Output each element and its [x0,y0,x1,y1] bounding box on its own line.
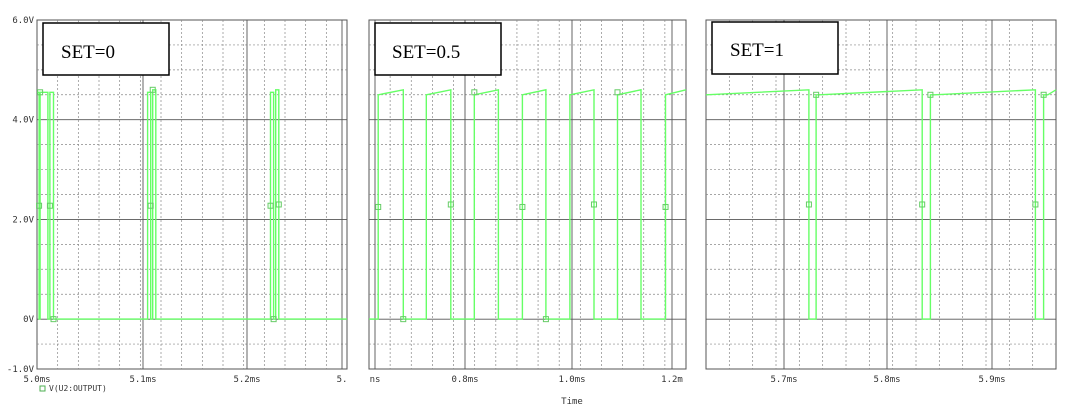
series-marker [267,202,274,209]
x-tick-label: 1.0ms [558,375,585,385]
y-tick-labels: 6.0V 4.0V 2.0V 0V -1.0V [7,16,35,375]
x-axis-label: Time [561,397,583,407]
plot-area [36,19,348,370]
x-tick-label: 5.0ms [23,375,50,385]
series-marker [275,201,282,208]
series-marker [149,86,156,93]
plot-area [705,19,1057,370]
y-tick-label: 2.0V [12,215,34,225]
series-marker [590,201,597,208]
series-line [37,89,347,320]
annotation-label: SET=0 [61,42,115,63]
x-tick-labels: ns 0.8ms 1.0ms 1.2m [370,375,683,385]
series-group [36,86,347,323]
y-tick-label: 0V [23,315,34,325]
x-tick-label: 1.2m [661,375,683,385]
chart-panel-set-1: 5.7ms 5.8ms 5.9ms SET=1 [705,19,1057,385]
series-marker [270,316,277,323]
series-marker [542,316,549,323]
series-marker [1032,201,1039,208]
series-marker [919,201,926,208]
series-marker [375,203,382,210]
series-group [369,88,687,323]
x-tick-label: 5.1ms [129,375,156,385]
series-marker [46,202,53,209]
series-marker [147,202,154,209]
x-tick-label: ns [370,375,381,385]
y-tick-label: -1.0V [7,365,35,375]
series-line [705,89,1057,320]
series-marker [927,91,934,98]
x-tick-label: 5.9ms [978,375,1005,385]
series-marker [805,201,812,208]
legend-label: V(U2:OUTPUT) [49,384,107,393]
series-marker [36,202,43,209]
series-marker [471,89,478,96]
grid [706,19,1056,370]
series-marker [400,316,407,323]
series-marker [519,203,526,210]
series-marker [447,201,454,208]
x-tick-label: 5.2ms [233,375,260,385]
x-tick-labels: 5.0ms 5.1ms 5.2ms 5. [23,375,347,385]
series-marker [614,89,621,96]
x-tick-label: 0.8ms [451,375,478,385]
x-tick-label: 5.7ms [770,375,797,385]
series-marker [37,89,44,96]
annotation-box [374,22,502,76]
annotation-label: SET=1 [730,40,784,61]
series-group [705,89,1057,320]
x-tick-label: 5. [337,375,348,385]
annotation-box [711,21,839,75]
series-marker [813,91,820,98]
legend-marker-icon [39,385,46,392]
chart-panel-set-0.5: ns 0.8ms 1.0ms 1.2m Time SET=0.5 [368,19,687,407]
series-marker [662,203,669,210]
y-tick-label: 4.0V [12,116,34,126]
x-tick-label: 5.8ms [873,375,900,385]
legend: V(U2:OUTPUT) [39,384,107,393]
annotation-label: SET=0.5 [392,42,460,63]
y-tick-label: 6.0V [12,16,34,26]
series-marker [50,316,57,323]
chart-panel-set-0: 5.0ms 5.1ms 5.2ms 5. 6.0V 4.0V 2.0V 0V -1.0V V(… [7,16,348,393]
series-marker [1040,91,1047,98]
annotation-box [42,22,170,76]
x-tick-labels: 5.7ms 5.8ms 5.9ms [770,375,1005,385]
series-line [369,88,687,320]
